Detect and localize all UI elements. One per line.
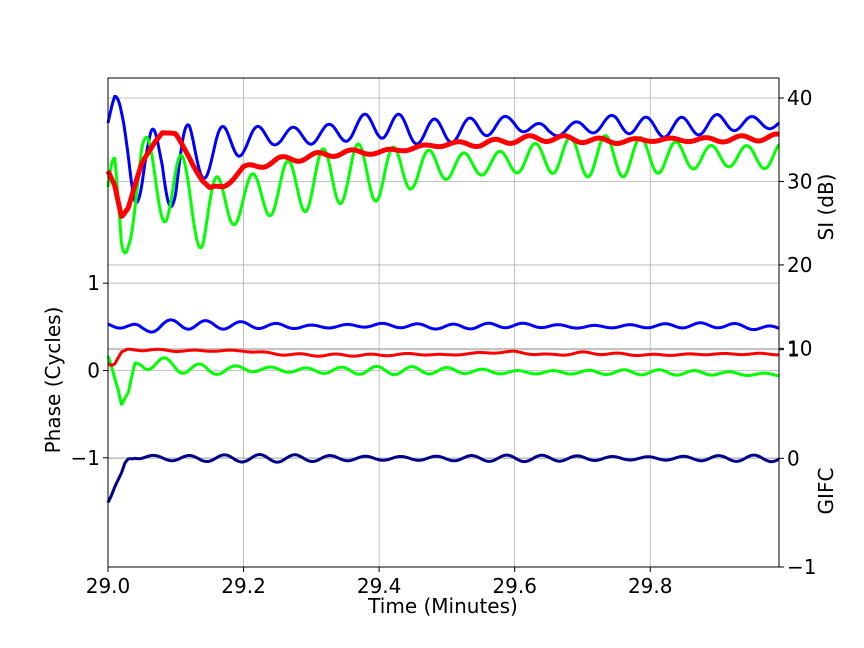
plot-frame: [107, 77, 780, 568]
series-line-phase: [106, 355, 780, 406]
series-layer: [105, 94, 781, 504]
series-line-si: [106, 94, 781, 208]
gifc-tick-label: −1: [787, 555, 816, 579]
gifc-tick-label: 0: [787, 446, 800, 470]
x-tick-label: 29.4: [357, 574, 402, 598]
series-line-gifc: [107, 347, 780, 367]
phase-tick-label: 0: [87, 359, 100, 383]
phase-tick-label: −1: [71, 446, 100, 470]
series-line-si: [105, 130, 781, 219]
series-line-gifc: [106, 453, 780, 504]
series-line-si: [106, 134, 781, 255]
x-axis-label: Time (Minutes): [367, 594, 518, 618]
si-tick-label: 40: [787, 86, 812, 110]
x-tick-label: 29.2: [221, 574, 266, 598]
phase-tick-label: 1: [87, 271, 100, 295]
gifc-axis-label: GIFC: [814, 468, 838, 515]
si-axis-label: SI (dB): [814, 174, 838, 241]
si-tick-label: 10: [787, 336, 812, 360]
x-tick-label: 29.8: [628, 574, 673, 598]
x-tick-label: 29.0: [86, 574, 131, 598]
series-line-phase: [107, 318, 780, 334]
phase-axis-label: Phase (Cycles): [41, 307, 65, 454]
gifc-tick-label: 1: [787, 338, 800, 362]
x-tick-label: 29.6: [492, 574, 537, 598]
si-tick-label: 20: [787, 253, 812, 277]
si-tick-label: 30: [787, 169, 812, 193]
